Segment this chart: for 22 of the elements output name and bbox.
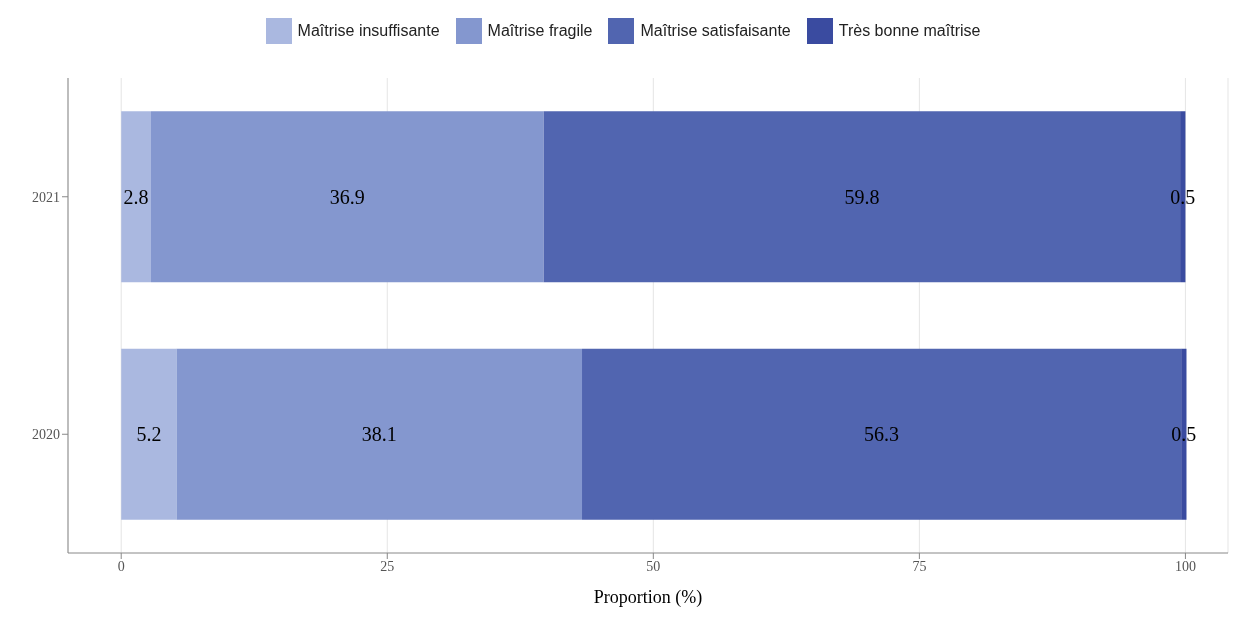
bar [151, 111, 544, 283]
x-axis-title: Proportion (%) [593, 587, 703, 608]
bar [176, 348, 583, 520]
x-tick-label: 100 [1174, 558, 1196, 574]
x-tick-label: 0 [117, 558, 125, 574]
bar [121, 348, 177, 520]
legend-label: Maîtrise fragile [486, 21, 593, 41]
data-label: 2.8 [123, 185, 149, 208]
data-label: 36.9 [329, 185, 365, 208]
data-label: 5.2 [136, 423, 162, 446]
data-label: 59.8 [844, 185, 880, 208]
x-tick-label: 75 [912, 558, 927, 574]
y-tick-label: 2020 [32, 427, 60, 443]
x-tick-label: 25 [380, 558, 395, 574]
legend-label: Maîtrise satisfaisante [639, 21, 791, 41]
data-label: 56.3 [864, 423, 900, 446]
y-tick-label: 2021 [32, 189, 60, 205]
data-label: 38.1 [361, 423, 397, 446]
legend-label: Maîtrise insuffisante [296, 21, 440, 41]
x-tick-label: 50 [646, 558, 661, 574]
legend-label: Très bonne maîtrise [837, 21, 981, 41]
bar [121, 111, 152, 283]
